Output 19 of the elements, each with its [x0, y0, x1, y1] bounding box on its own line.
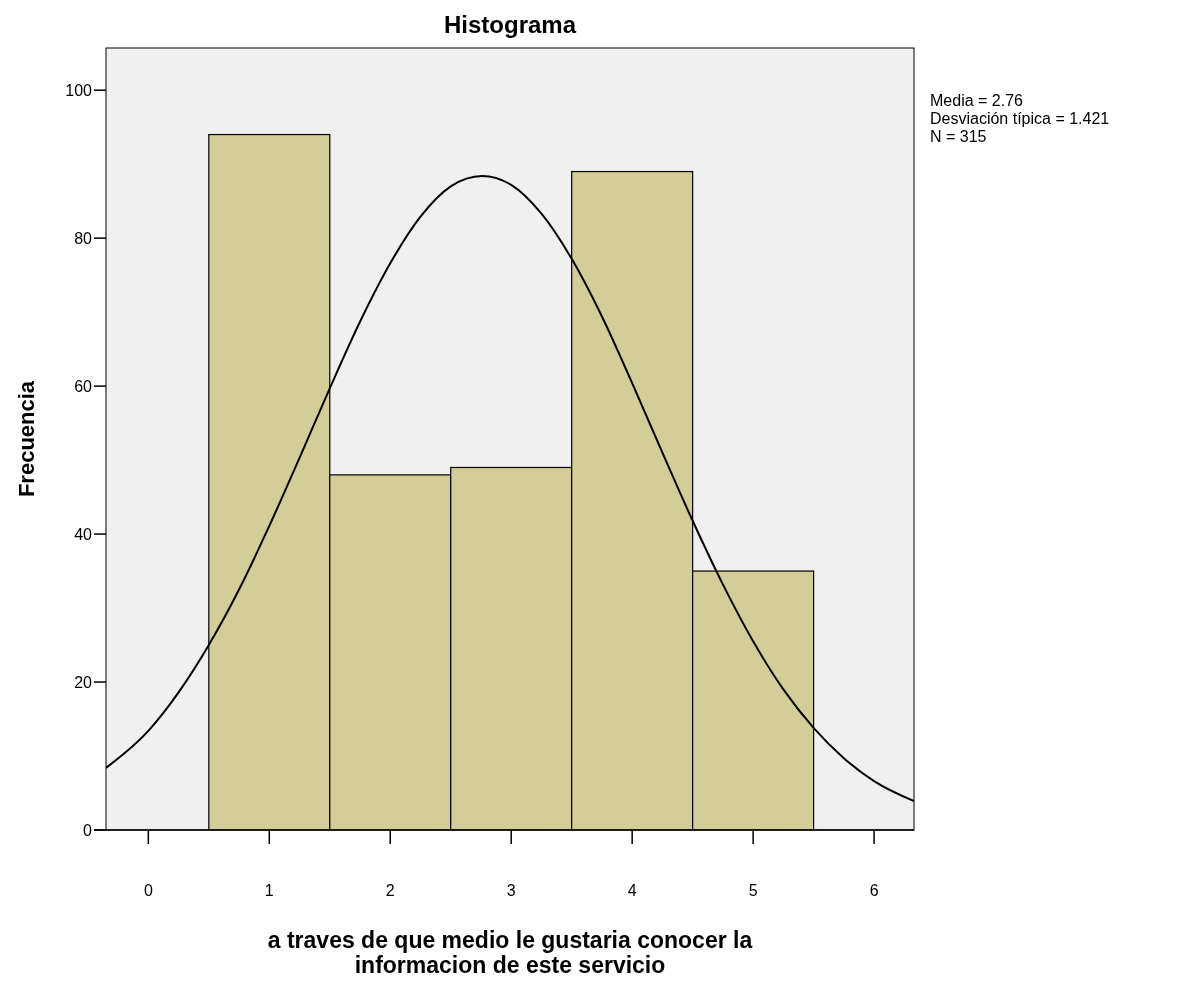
x-tick-label: 6	[869, 882, 879, 899]
x-tick-label: 4	[627, 882, 637, 899]
x-axis-title: a traves de que medio le gustaria conocer la informacion de este servicio	[266, 927, 754, 978]
text: N = 315	[930, 128, 987, 145]
x-tick-label: 5	[748, 882, 758, 899]
y-tick-label: 80	[74, 229, 93, 247]
y-tick-label: 0	[83, 821, 93, 839]
x-tick-label: 1	[264, 882, 274, 899]
y-axis-title: Frecuencia	[14, 380, 39, 498]
chart-title: Histograma	[443, 11, 577, 38]
text: Media = 2.76	[930, 92, 1024, 109]
x-tick-label: 2	[385, 882, 395, 899]
y-tick-label: 40	[74, 525, 93, 543]
y-tick-label: 20	[74, 673, 93, 691]
y-tick-label: 100	[65, 81, 93, 99]
text: Desviación típica = 1.421	[930, 110, 1110, 127]
y-tick-label: 60	[74, 377, 93, 395]
x-tick-label: 0	[143, 882, 153, 899]
x-tick-label: 3	[506, 882, 516, 899]
